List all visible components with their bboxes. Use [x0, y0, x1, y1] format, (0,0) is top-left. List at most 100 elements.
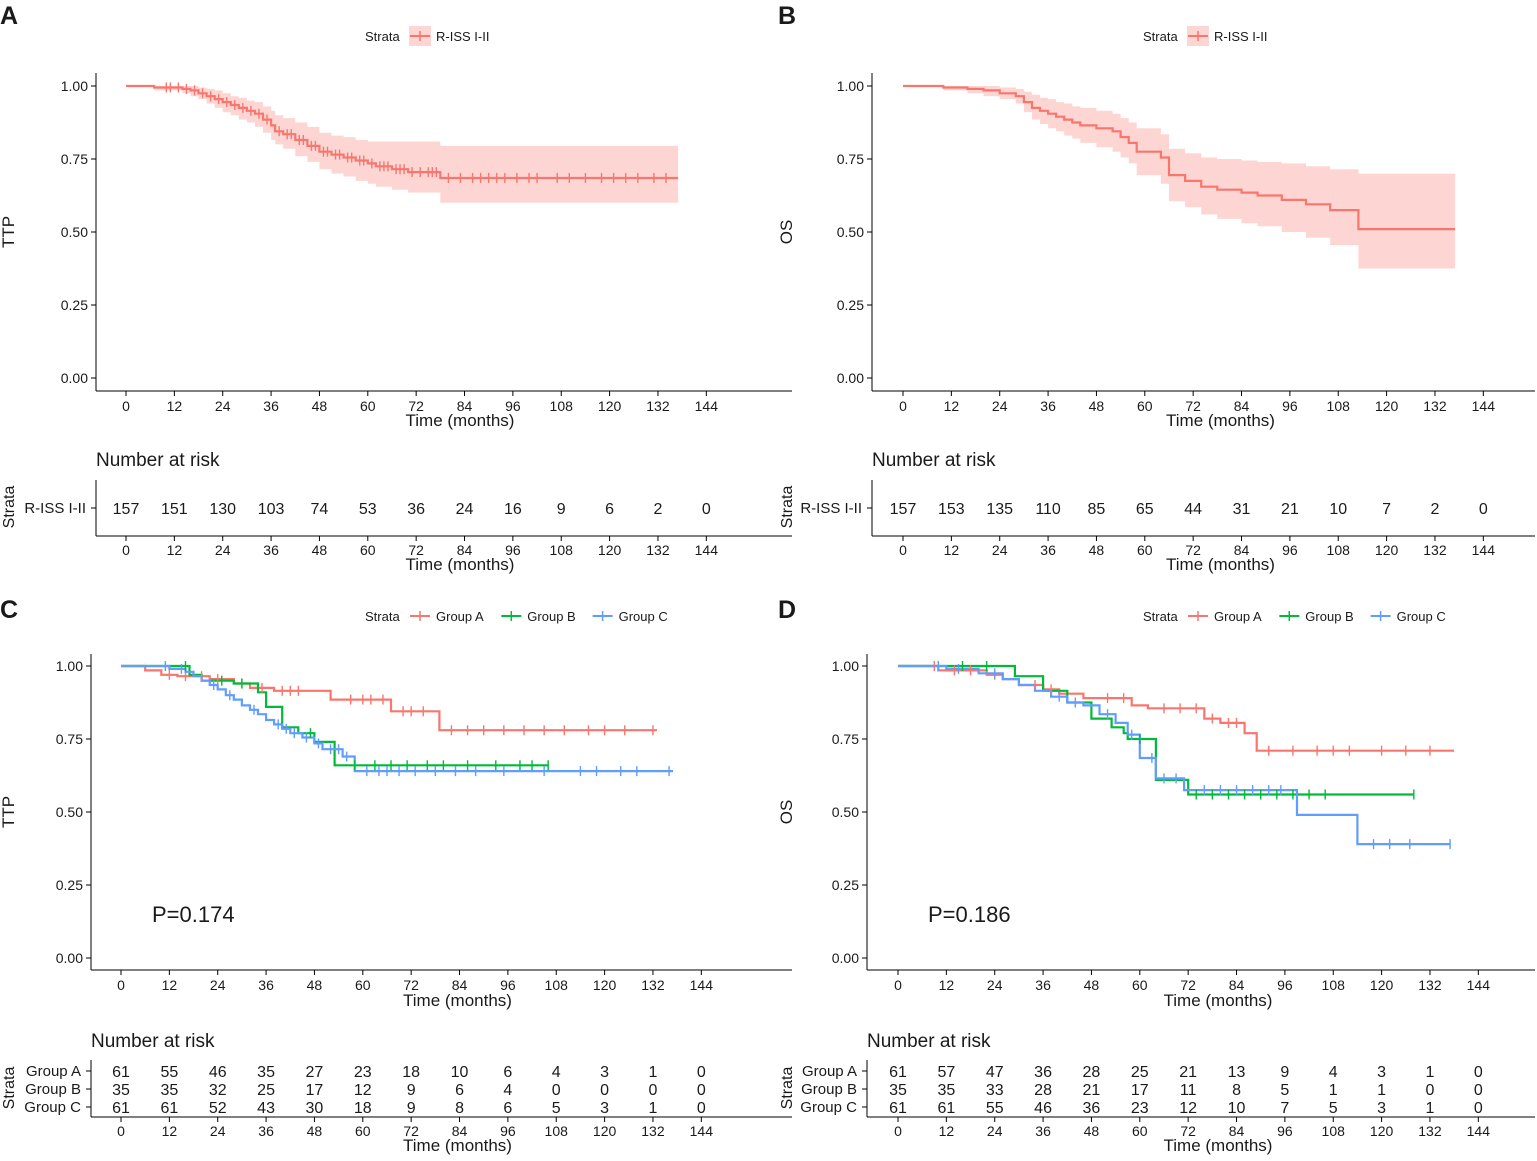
risk-value: 7	[1382, 501, 1391, 518]
risk-value: 0	[697, 1100, 706, 1117]
risk-value: 31	[1233, 501, 1251, 518]
x-tick-label: 132	[1423, 398, 1447, 414]
risk-value: 85	[1088, 501, 1106, 518]
y-tick-label: 0.75	[61, 151, 88, 167]
risk-x-tick-label: 24	[992, 542, 1008, 558]
legend: Strata R-ISS I-II	[365, 26, 489, 46]
risk-x-tick-label: 12	[944, 542, 960, 558]
x-tick-label: 132	[641, 977, 665, 993]
risk-value: 5	[552, 1100, 561, 1117]
risk-x-tick-label: 48	[307, 1123, 323, 1139]
risk-value: 57	[937, 1064, 955, 1081]
risk-x-tick-label: 84	[452, 1123, 468, 1139]
risk-value: 28	[1034, 1082, 1052, 1099]
x-tick-label: 120	[1370, 977, 1394, 993]
legend-label: Group B	[1305, 609, 1353, 624]
risk-table-title: Number at risk	[872, 450, 996, 471]
risk-value: 0	[649, 1082, 658, 1099]
x-tick-label: 96	[1282, 398, 1298, 414]
risk-value: 35	[937, 1082, 955, 1099]
risk-value: 5	[1280, 1082, 1289, 1099]
risk-x-tick-label: 48	[1084, 1123, 1100, 1139]
risk-x-tick-label: 120	[598, 542, 622, 558]
risk-value: 0	[697, 1082, 706, 1099]
risk-value: 61	[889, 1100, 907, 1117]
y-tick-label: 0.50	[832, 804, 859, 820]
risk-x-tick-label: 108	[1327, 542, 1351, 558]
x-tick-label: 60	[360, 398, 376, 414]
y-tick-label: 1.00	[832, 658, 859, 674]
x-tick-label: 132	[1418, 977, 1442, 993]
risk-value: 1	[1329, 1082, 1338, 1099]
x-tick-label: 72	[408, 398, 424, 414]
y-tick-label: 0.75	[837, 151, 864, 167]
risk-x-tick-label: 108	[550, 542, 574, 558]
risk-value: 9	[407, 1082, 416, 1099]
legend-title: Strata	[1143, 29, 1178, 44]
y-axis-title: TTP	[0, 216, 18, 248]
risk-x-tick-label: 120	[593, 1123, 617, 1139]
x-tick-label: 60	[1137, 398, 1153, 414]
risk-value: 55	[160, 1064, 178, 1081]
x-tick-label: 108	[545, 977, 569, 993]
p-value: P=0.174	[152, 902, 235, 927]
x-tick-label: 12	[162, 977, 178, 993]
risk-row-label: R-ISS I-II	[800, 500, 862, 517]
risk-value: 9	[557, 501, 566, 518]
risk-value: 36	[1083, 1100, 1101, 1117]
risk-value: 153	[938, 501, 965, 518]
legend-title: Strata	[1143, 609, 1178, 624]
y-tick-label: 0.25	[56, 877, 83, 893]
risk-value: 25	[257, 1082, 275, 1099]
risk-x-tick-label: 96	[505, 542, 521, 558]
x-tick-label: 24	[210, 977, 226, 993]
risk-x-tick-label: 144	[690, 1123, 714, 1139]
risk-value: 10	[1329, 501, 1347, 518]
risk-value: 6	[455, 1082, 464, 1099]
risk-value: 1	[649, 1100, 658, 1117]
km-curve-group-c	[898, 664, 1451, 846]
risk-value: 21	[1281, 501, 1299, 518]
risk-x-axis-title: Time (months)	[406, 555, 515, 574]
risk-value: 0	[1474, 1100, 1483, 1117]
risk-value: 23	[354, 1064, 372, 1081]
risk-x-tick-label: 120	[1370, 1123, 1394, 1139]
x-tick-label: 24	[992, 398, 1008, 414]
panel-D: D Strata Group A Group B Group C0.000.250.50…	[777, 596, 1535, 1155]
x-tick-label: 84	[452, 977, 468, 993]
legend-label: Group B	[527, 609, 575, 624]
risk-x-tick-label: 72	[403, 1123, 419, 1139]
risk-x-tick-label: 132	[646, 542, 670, 558]
risk-value: 6	[503, 1100, 512, 1117]
risk-value: 27	[306, 1064, 324, 1081]
risk-row-label: Group A	[802, 1063, 857, 1080]
risk-x-tick-label: 132	[1418, 1123, 1442, 1139]
x-tick-label: 0	[117, 977, 125, 993]
risk-value: 23	[1131, 1100, 1149, 1117]
risk-x-tick-label: 96	[500, 1123, 516, 1139]
risk-value: 11	[1180, 1082, 1197, 1099]
risk-value: 151	[161, 501, 188, 518]
risk-value: 21	[1083, 1082, 1101, 1099]
risk-value: 0	[552, 1082, 561, 1099]
risk-value: 36	[407, 501, 425, 518]
y-tick-label: 0.25	[832, 877, 859, 893]
risk-value: 74	[311, 501, 329, 518]
legend: Strata R-ISS I-II	[1143, 26, 1267, 46]
y-tick-label: 0.50	[837, 224, 864, 240]
x-tick-label: 0	[122, 398, 130, 414]
risk-value: 9	[1280, 1064, 1289, 1081]
risk-x-tick-label: 120	[1375, 542, 1399, 558]
x-tick-label: 48	[312, 398, 328, 414]
x-tick-label: 12	[167, 398, 183, 414]
x-tick-label: 72	[1185, 398, 1201, 414]
legend-label: Group C	[619, 609, 668, 624]
risk-x-tick-label: 12	[939, 1123, 955, 1139]
risk-x-tick-label: 48	[312, 542, 328, 558]
x-tick-label: 84	[1234, 398, 1250, 414]
km-curve-r-iss-i-ii	[126, 84, 679, 180]
y-tick-label: 0.00	[61, 370, 88, 386]
panel-A: A Strata R-ISS I-II 0.00 0.25 0.50 0.75 1.00 0 12…	[0, 2, 792, 574]
